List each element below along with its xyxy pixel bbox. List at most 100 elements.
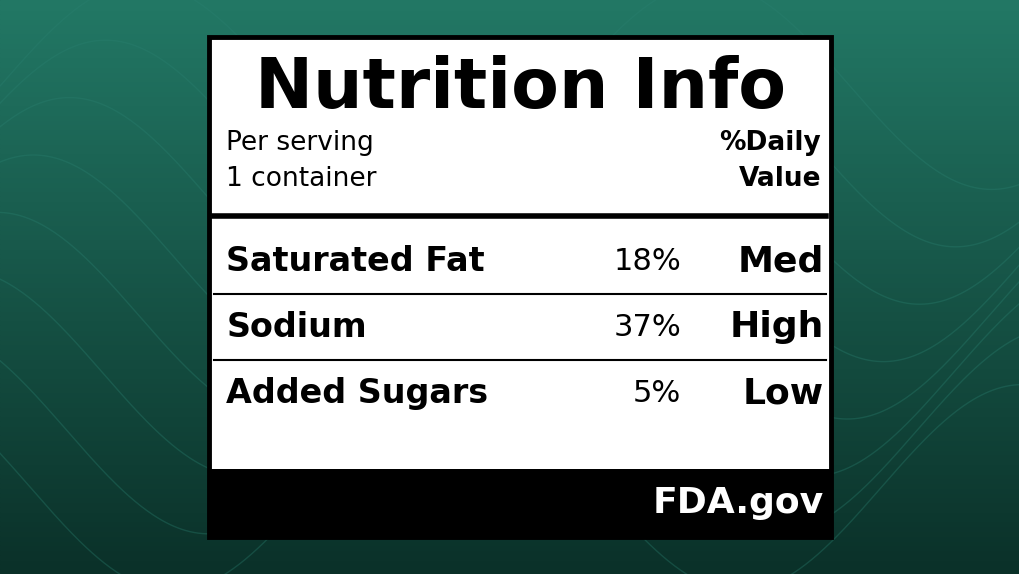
Bar bbox=[0, 492, 1019, 498]
Text: Low: Low bbox=[742, 376, 823, 410]
Bar bbox=[0, 387, 1019, 392]
Bar bbox=[0, 498, 1019, 502]
Bar bbox=[0, 33, 1019, 38]
Bar bbox=[0, 363, 1019, 369]
Bar bbox=[0, 211, 1019, 215]
Bar bbox=[0, 488, 1019, 492]
Bar bbox=[0, 24, 1019, 29]
Bar bbox=[0, 507, 1019, 512]
Bar bbox=[0, 354, 1019, 359]
Text: Sodium: Sodium bbox=[226, 311, 367, 344]
Bar bbox=[0, 383, 1019, 387]
Bar bbox=[0, 512, 1019, 517]
Bar bbox=[0, 249, 1019, 254]
Bar bbox=[0, 325, 1019, 330]
Bar bbox=[0, 119, 1019, 125]
Text: Saturated Fat: Saturated Fat bbox=[226, 245, 485, 278]
Bar bbox=[0, 244, 1019, 249]
Bar bbox=[0, 148, 1019, 153]
Bar bbox=[0, 14, 1019, 19]
Bar bbox=[0, 115, 1019, 119]
Bar bbox=[0, 72, 1019, 76]
Bar bbox=[0, 76, 1019, 82]
Bar bbox=[0, 144, 1019, 148]
Text: 18%: 18% bbox=[613, 247, 681, 276]
Bar bbox=[0, 196, 1019, 201]
Bar bbox=[0, 550, 1019, 555]
Bar bbox=[0, 320, 1019, 325]
Bar bbox=[0, 531, 1019, 536]
Text: FDA.gov: FDA.gov bbox=[652, 486, 823, 520]
Bar bbox=[0, 187, 1019, 191]
Bar bbox=[0, 555, 1019, 560]
Bar bbox=[0, 225, 1019, 230]
Bar bbox=[0, 129, 1019, 134]
Bar bbox=[0, 29, 1019, 33]
Bar bbox=[0, 282, 1019, 287]
Bar bbox=[0, 445, 1019, 449]
Bar bbox=[0, 517, 1019, 521]
Bar bbox=[0, 330, 1019, 335]
Text: Per serving
1 container: Per serving 1 container bbox=[226, 130, 377, 192]
Bar bbox=[0, 406, 1019, 412]
Bar bbox=[0, 5, 1019, 10]
Bar bbox=[0, 435, 1019, 440]
Bar bbox=[209, 470, 830, 537]
Bar bbox=[0, 474, 1019, 478]
Bar bbox=[0, 82, 1019, 86]
Bar bbox=[0, 569, 1019, 574]
Bar bbox=[0, 378, 1019, 383]
Bar bbox=[0, 483, 1019, 488]
Bar bbox=[0, 335, 1019, 340]
Bar bbox=[0, 158, 1019, 162]
Bar bbox=[0, 292, 1019, 297]
Bar bbox=[0, 162, 1019, 168]
Bar bbox=[0, 416, 1019, 421]
Bar bbox=[0, 234, 1019, 239]
Bar bbox=[0, 502, 1019, 507]
Bar bbox=[0, 168, 1019, 172]
Text: 5%: 5% bbox=[633, 379, 681, 408]
Bar bbox=[0, 205, 1019, 211]
Bar bbox=[0, 91, 1019, 96]
Bar bbox=[0, 19, 1019, 24]
Bar bbox=[0, 421, 1019, 426]
Bar bbox=[0, 287, 1019, 292]
Bar bbox=[0, 182, 1019, 187]
Bar bbox=[0, 125, 1019, 129]
Bar bbox=[0, 459, 1019, 464]
Bar bbox=[0, 311, 1019, 316]
Text: Added Sugars: Added Sugars bbox=[226, 377, 488, 410]
Bar bbox=[0, 172, 1019, 177]
Bar bbox=[0, 10, 1019, 14]
Bar bbox=[0, 469, 1019, 474]
Bar bbox=[0, 53, 1019, 57]
Bar bbox=[0, 297, 1019, 301]
Bar bbox=[0, 201, 1019, 205]
Bar bbox=[0, 273, 1019, 277]
Bar bbox=[0, 134, 1019, 139]
Bar bbox=[0, 301, 1019, 306]
Bar bbox=[0, 220, 1019, 225]
Bar bbox=[0, 449, 1019, 455]
Bar bbox=[0, 369, 1019, 373]
Bar bbox=[0, 521, 1019, 526]
Text: 37%: 37% bbox=[613, 313, 681, 342]
Bar bbox=[0, 191, 1019, 196]
Bar bbox=[0, 560, 1019, 564]
Bar bbox=[0, 397, 1019, 402]
Bar bbox=[0, 359, 1019, 363]
Bar bbox=[0, 215, 1019, 220]
Bar bbox=[0, 349, 1019, 354]
Bar bbox=[0, 564, 1019, 569]
Bar bbox=[0, 455, 1019, 459]
Bar bbox=[0, 177, 1019, 182]
Bar bbox=[0, 426, 1019, 430]
Bar bbox=[0, 277, 1019, 282]
Bar bbox=[0, 100, 1019, 105]
Bar bbox=[0, 86, 1019, 91]
Bar bbox=[0, 344, 1019, 349]
Text: %Daily
Value: %Daily Value bbox=[718, 130, 820, 192]
Bar bbox=[0, 38, 1019, 43]
Bar bbox=[0, 306, 1019, 311]
